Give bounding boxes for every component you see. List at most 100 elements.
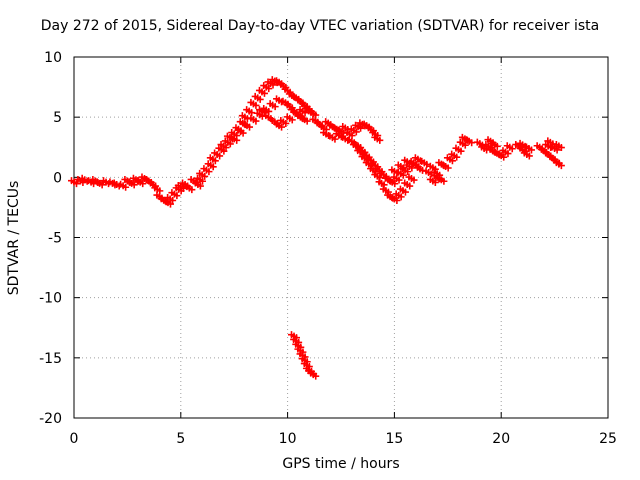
data-point <box>73 180 80 188</box>
data-point <box>397 193 405 201</box>
data-point <box>486 145 494 153</box>
data-point <box>134 177 142 185</box>
data-point <box>395 176 403 184</box>
data-point <box>303 117 311 125</box>
chart-title: Day 272 of 2015, Sidereal Day-to-day VTE… <box>40 18 600 34</box>
data-point <box>317 122 325 130</box>
data-point <box>461 141 469 149</box>
data-point <box>233 136 241 144</box>
data-point <box>196 169 204 177</box>
data-point <box>396 185 404 193</box>
data-point <box>255 86 263 94</box>
data-point <box>542 149 550 157</box>
y-tick-label: 0 <box>53 170 62 186</box>
data-point <box>371 133 379 141</box>
data-point <box>201 172 209 180</box>
data-point <box>294 96 302 104</box>
data-point <box>121 175 129 183</box>
data-point <box>183 183 191 191</box>
data-point <box>234 126 242 134</box>
data-point <box>78 174 86 182</box>
data-point <box>174 181 182 189</box>
data-point <box>196 182 204 190</box>
data-point <box>488 139 496 147</box>
data-point <box>525 152 533 160</box>
data-point <box>265 85 273 93</box>
data-point <box>273 77 281 85</box>
data-point <box>199 177 207 185</box>
data-point <box>246 123 254 131</box>
data-point <box>453 153 461 161</box>
data-point <box>322 118 330 126</box>
data-point <box>552 159 560 167</box>
data-point <box>253 109 261 117</box>
data-point <box>209 163 217 171</box>
data-point <box>435 159 443 167</box>
data-point <box>106 178 114 186</box>
data-point <box>339 133 347 141</box>
data-point <box>129 174 137 182</box>
data-point <box>205 168 213 176</box>
data-point <box>139 180 147 188</box>
data-point <box>93 178 101 186</box>
data-point <box>157 195 165 203</box>
data-point <box>422 167 430 175</box>
data-point <box>367 165 375 173</box>
data-series <box>68 76 565 380</box>
data-point <box>125 178 133 186</box>
data-point <box>168 189 176 197</box>
data-point <box>431 178 439 186</box>
data-point <box>285 90 293 98</box>
y-tick-label: -20 <box>39 411 62 427</box>
data-point <box>557 144 565 152</box>
data-point <box>161 197 169 205</box>
x-axis-label: GPS time / hours <box>282 456 400 472</box>
y-tick-label: -5 <box>48 231 62 247</box>
data-point <box>343 129 351 137</box>
data-point <box>294 112 302 120</box>
data-point <box>252 101 260 109</box>
data-point <box>260 82 268 90</box>
data-point <box>544 137 552 145</box>
data-point <box>423 160 431 168</box>
data-point <box>320 129 328 137</box>
y-tick-label: -15 <box>39 351 62 367</box>
data-point <box>520 149 528 157</box>
data-point <box>401 188 409 196</box>
data-point <box>504 150 512 158</box>
data-point <box>194 174 202 182</box>
data-point <box>493 142 501 150</box>
data-point <box>204 160 212 168</box>
data-point <box>379 185 387 193</box>
data-point <box>238 112 246 120</box>
data-point <box>290 108 298 116</box>
y-tick-label: -10 <box>39 291 62 307</box>
data-point <box>373 165 381 173</box>
data-point <box>288 116 296 124</box>
data-point <box>278 123 286 131</box>
data-point <box>211 149 219 157</box>
data-point <box>352 121 360 129</box>
data-point <box>394 161 402 169</box>
data-point <box>537 145 545 153</box>
data-point <box>410 176 418 184</box>
data-point <box>377 169 385 177</box>
data-point <box>264 78 272 86</box>
data-point <box>221 137 229 145</box>
data-point <box>251 92 259 100</box>
data-point <box>484 136 492 144</box>
data-point <box>369 160 377 168</box>
data-point <box>282 119 290 127</box>
data-point <box>283 101 291 109</box>
data-point <box>296 106 304 114</box>
data-point <box>151 184 159 192</box>
data-point <box>388 166 396 174</box>
x-tick-label: 0 <box>70 431 79 447</box>
data-point <box>191 179 199 187</box>
axis-ticks: 0 5 10 15 20 25 10 5 0 -5 -10 -15 -20 <box>39 50 617 447</box>
data-point <box>549 140 557 148</box>
data-point <box>290 92 298 100</box>
data-point <box>216 152 224 160</box>
data-point <box>360 150 368 158</box>
grid <box>74 57 608 418</box>
